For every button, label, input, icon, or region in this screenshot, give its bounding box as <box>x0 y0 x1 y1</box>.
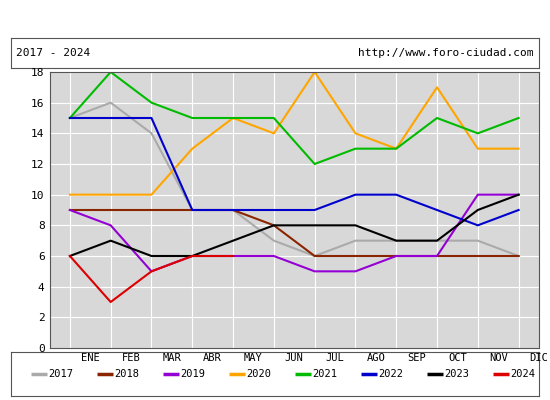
Text: 2023: 2023 <box>444 369 470 379</box>
Text: 2018: 2018 <box>114 369 140 379</box>
Text: 2024: 2024 <box>510 369 536 379</box>
Text: 2017 - 2024: 2017 - 2024 <box>16 48 91 58</box>
Text: 2022: 2022 <box>378 369 404 379</box>
Text: Evolucion del paro registrado en Cabreros del Río: Evolucion del paro registrado en Cabrero… <box>70 12 480 26</box>
Text: 2020: 2020 <box>246 369 272 379</box>
Text: 2019: 2019 <box>180 369 206 379</box>
Text: 2021: 2021 <box>312 369 338 379</box>
Text: http://www.foro-ciudad.com: http://www.foro-ciudad.com <box>358 48 534 58</box>
Text: 2017: 2017 <box>48 369 74 379</box>
